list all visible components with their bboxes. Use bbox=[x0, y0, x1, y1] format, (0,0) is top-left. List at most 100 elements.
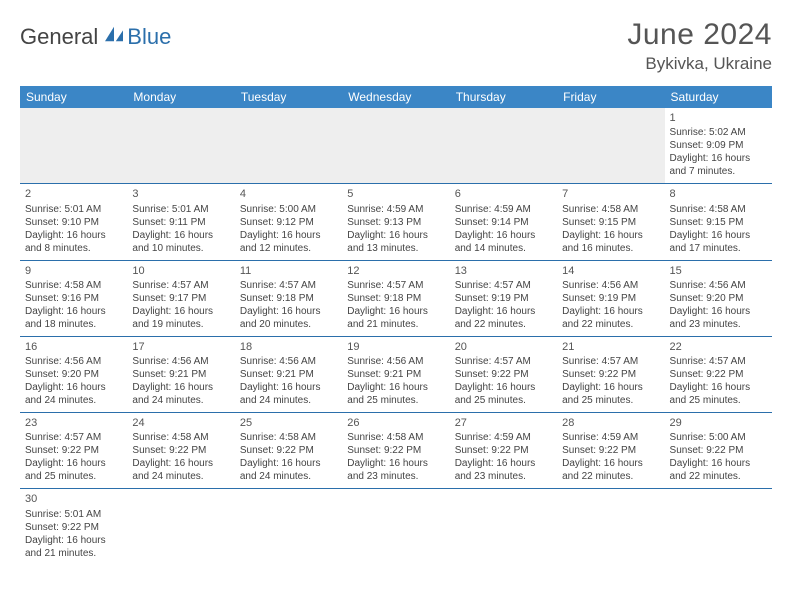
sunset-text: Sunset: 9:11 PM bbox=[132, 216, 229, 229]
daylight-text: Daylight: 16 hours bbox=[25, 229, 122, 242]
daylight-text: and 18 minutes. bbox=[25, 318, 122, 331]
day-number: 3 bbox=[132, 187, 229, 201]
sunrise-text: Sunrise: 4:56 AM bbox=[562, 279, 659, 292]
day-number: 18 bbox=[240, 340, 337, 354]
day-number: 5 bbox=[347, 187, 444, 201]
calendar-week-row: 1Sunrise: 5:02 AMSunset: 9:09 PMDaylight… bbox=[20, 108, 772, 184]
daylight-text: and 23 minutes. bbox=[455, 470, 552, 483]
daylight-text: and 22 minutes. bbox=[455, 318, 552, 331]
sunset-text: Sunset: 9:22 PM bbox=[455, 368, 552, 381]
daylight-text: and 10 minutes. bbox=[132, 242, 229, 255]
sunrise-text: Sunrise: 5:01 AM bbox=[25, 203, 122, 216]
calendar-day-cell: 7Sunrise: 4:58 AMSunset: 9:15 PMDaylight… bbox=[557, 184, 664, 260]
sunrise-text: Sunrise: 4:56 AM bbox=[240, 355, 337, 368]
location-text: Bykivka, Ukraine bbox=[627, 54, 772, 74]
daylight-text: Daylight: 16 hours bbox=[25, 534, 122, 547]
sunset-text: Sunset: 9:17 PM bbox=[132, 292, 229, 305]
sunrise-text: Sunrise: 4:58 AM bbox=[132, 431, 229, 444]
daylight-text: and 23 minutes. bbox=[347, 470, 444, 483]
sunset-text: Sunset: 9:19 PM bbox=[455, 292, 552, 305]
daylight-text: Daylight: 16 hours bbox=[240, 381, 337, 394]
calendar-day-cell bbox=[450, 108, 557, 184]
day-number: 20 bbox=[455, 340, 552, 354]
sunrise-text: Sunrise: 4:57 AM bbox=[670, 355, 767, 368]
day-number: 14 bbox=[562, 264, 659, 278]
day-number: 13 bbox=[455, 264, 552, 278]
daylight-text: Daylight: 16 hours bbox=[25, 305, 122, 318]
calendar-day-cell bbox=[127, 489, 234, 565]
sunrise-text: Sunrise: 4:56 AM bbox=[25, 355, 122, 368]
calendar-day-cell: 8Sunrise: 4:58 AMSunset: 9:15 PMDaylight… bbox=[665, 184, 772, 260]
calendar-day-cell: 19Sunrise: 4:56 AMSunset: 9:21 PMDayligh… bbox=[342, 336, 449, 412]
day-number: 4 bbox=[240, 187, 337, 201]
calendar-week-row: 16Sunrise: 4:56 AMSunset: 9:20 PMDayligh… bbox=[20, 336, 772, 412]
sunset-text: Sunset: 9:22 PM bbox=[25, 444, 122, 457]
day-number: 15 bbox=[670, 264, 767, 278]
sunset-text: Sunset: 9:16 PM bbox=[25, 292, 122, 305]
day-number: 2 bbox=[25, 187, 122, 201]
sunset-text: Sunset: 9:22 PM bbox=[240, 444, 337, 457]
calendar-week-row: 2Sunrise: 5:01 AMSunset: 9:10 PMDaylight… bbox=[20, 184, 772, 260]
calendar-day-cell: 27Sunrise: 4:59 AMSunset: 9:22 PMDayligh… bbox=[450, 413, 557, 489]
daylight-text: and 14 minutes. bbox=[455, 242, 552, 255]
sunrise-text: Sunrise: 4:56 AM bbox=[670, 279, 767, 292]
daylight-text: and 24 minutes. bbox=[132, 470, 229, 483]
sunset-text: Sunset: 9:09 PM bbox=[670, 139, 767, 152]
calendar-week-row: 9Sunrise: 4:58 AMSunset: 9:16 PMDaylight… bbox=[20, 260, 772, 336]
calendar-day-cell: 9Sunrise: 4:58 AMSunset: 9:16 PMDaylight… bbox=[20, 260, 127, 336]
daylight-text: and 22 minutes. bbox=[670, 470, 767, 483]
calendar-day-cell: 13Sunrise: 4:57 AMSunset: 9:19 PMDayligh… bbox=[450, 260, 557, 336]
sunset-text: Sunset: 9:15 PM bbox=[562, 216, 659, 229]
daylight-text: Daylight: 16 hours bbox=[132, 305, 229, 318]
daylight-text: Daylight: 16 hours bbox=[562, 229, 659, 242]
sunset-text: Sunset: 9:22 PM bbox=[347, 444, 444, 457]
sunrise-text: Sunrise: 4:59 AM bbox=[562, 431, 659, 444]
calendar-body: 1Sunrise: 5:02 AMSunset: 9:09 PMDaylight… bbox=[20, 108, 772, 565]
daylight-text: and 21 minutes. bbox=[25, 547, 122, 560]
day-number: 12 bbox=[347, 264, 444, 278]
weekday-header: Saturday bbox=[665, 86, 772, 108]
daylight-text: Daylight: 16 hours bbox=[132, 457, 229, 470]
day-number: 8 bbox=[670, 187, 767, 201]
sunrise-text: Sunrise: 4:57 AM bbox=[25, 431, 122, 444]
weekday-header: Sunday bbox=[20, 86, 127, 108]
daylight-text: Daylight: 16 hours bbox=[240, 229, 337, 242]
weekday-header: Thursday bbox=[450, 86, 557, 108]
calendar-day-cell: 25Sunrise: 4:58 AMSunset: 9:22 PMDayligh… bbox=[235, 413, 342, 489]
calendar-day-cell bbox=[342, 489, 449, 565]
sunset-text: Sunset: 9:21 PM bbox=[240, 368, 337, 381]
sunset-text: Sunset: 9:18 PM bbox=[347, 292, 444, 305]
calendar-day-cell bbox=[235, 108, 342, 184]
daylight-text: Daylight: 16 hours bbox=[347, 229, 444, 242]
calendar-day-cell: 17Sunrise: 4:56 AMSunset: 9:21 PMDayligh… bbox=[127, 336, 234, 412]
sunset-text: Sunset: 9:14 PM bbox=[455, 216, 552, 229]
daylight-text: Daylight: 16 hours bbox=[670, 305, 767, 318]
sunset-text: Sunset: 9:21 PM bbox=[347, 368, 444, 381]
daylight-text: and 22 minutes. bbox=[562, 470, 659, 483]
calendar-day-cell bbox=[557, 489, 664, 565]
calendar-day-cell: 16Sunrise: 4:56 AMSunset: 9:20 PMDayligh… bbox=[20, 336, 127, 412]
daylight-text: Daylight: 16 hours bbox=[25, 457, 122, 470]
sunrise-text: Sunrise: 4:58 AM bbox=[562, 203, 659, 216]
weekday-header: Tuesday bbox=[235, 86, 342, 108]
day-number: 21 bbox=[562, 340, 659, 354]
day-number: 26 bbox=[347, 416, 444, 430]
calendar-day-cell: 3Sunrise: 5:01 AMSunset: 9:11 PMDaylight… bbox=[127, 184, 234, 260]
sunset-text: Sunset: 9:12 PM bbox=[240, 216, 337, 229]
daylight-text: Daylight: 16 hours bbox=[670, 457, 767, 470]
sunset-text: Sunset: 9:15 PM bbox=[670, 216, 767, 229]
sail-icon bbox=[103, 25, 125, 43]
day-number: 28 bbox=[562, 416, 659, 430]
daylight-text: Daylight: 16 hours bbox=[670, 152, 767, 165]
calendar-day-cell: 26Sunrise: 4:58 AMSunset: 9:22 PMDayligh… bbox=[342, 413, 449, 489]
sunrise-text: Sunrise: 5:00 AM bbox=[670, 431, 767, 444]
day-number: 25 bbox=[240, 416, 337, 430]
sunrise-text: Sunrise: 4:58 AM bbox=[347, 431, 444, 444]
daylight-text: Daylight: 16 hours bbox=[132, 229, 229, 242]
sunrise-text: Sunrise: 5:01 AM bbox=[25, 508, 122, 521]
calendar-day-cell: 30Sunrise: 5:01 AMSunset: 9:22 PMDayligh… bbox=[20, 489, 127, 565]
daylight-text: and 23 minutes. bbox=[670, 318, 767, 331]
brand-part1: General bbox=[20, 24, 98, 50]
daylight-text: and 13 minutes. bbox=[347, 242, 444, 255]
daylight-text: and 12 minutes. bbox=[240, 242, 337, 255]
